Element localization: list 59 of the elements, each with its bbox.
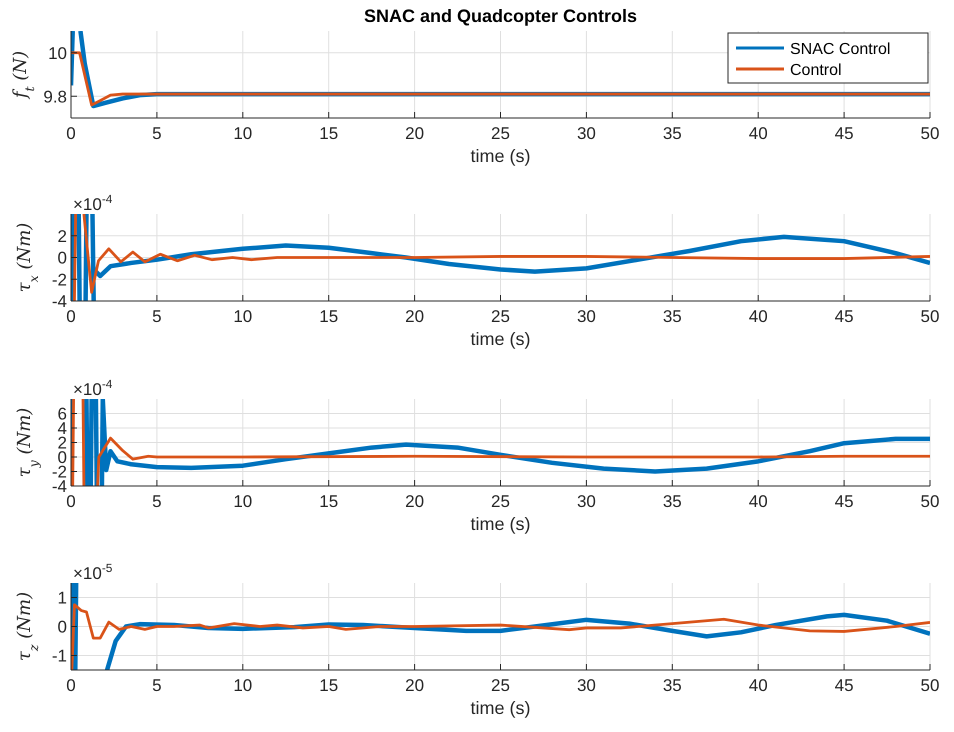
x-tick-label: 25	[491, 307, 510, 326]
x-tick-label: 35	[662, 492, 682, 511]
x-tick-label: 20	[405, 307, 424, 326]
x-axis-title: time (s)	[470, 329, 530, 349]
x-tick-label: 45	[834, 307, 854, 326]
x-tick-label: 40	[748, 124, 768, 143]
x-tick-label: 35	[662, 676, 682, 695]
x-tick-label: 25	[491, 492, 510, 511]
annotation: ×10$^{-4}$	[73, 192, 113, 214]
x-tick-label: 15	[319, 307, 338, 326]
y-tick-label: -4	[52, 292, 67, 311]
x-axis-title: time (s)	[470, 514, 530, 534]
x-tick-label: 20	[405, 124, 424, 143]
x-tick-label: 20	[405, 492, 424, 511]
x-tick-label: 50	[920, 492, 940, 511]
x-tick-label: 40	[748, 492, 768, 511]
x-tick-label: 10	[233, 676, 252, 695]
x-tick-label: 15	[319, 124, 338, 143]
x-tick-label: 50	[920, 124, 940, 143]
x-tick-label: 40	[748, 307, 768, 326]
x-tick-label: 45	[834, 124, 854, 143]
x-tick-label: 10	[233, 307, 252, 326]
x-tick-label: 30	[576, 676, 596, 695]
x-tick-label: 35	[662, 124, 682, 143]
x-tick-label: 45	[834, 492, 854, 511]
x-tick-label: 15	[319, 492, 338, 511]
x-tick-label: 5	[152, 676, 162, 695]
x-tick-label: 50	[920, 676, 940, 695]
chart-title: SNAC and Quadcopter Controls	[364, 6, 638, 26]
x-axis-title: time (s)	[470, 698, 530, 718]
x-tick-label: 30	[576, 492, 596, 511]
y-tick-label: 0	[58, 618, 67, 636]
x-tick-label: 30	[576, 124, 596, 143]
x-tick-label: 15	[319, 676, 338, 695]
y-tick-label: -2	[52, 270, 67, 290]
x-tick-label: 5	[152, 307, 162, 326]
x-tick-label: 30	[576, 307, 596, 326]
y-tick-label: 9.8	[43, 87, 67, 106]
x-tick-label: 10	[233, 492, 252, 511]
annotation: ×10$^{-4}$	[73, 377, 113, 399]
legend-label: Control	[790, 62, 842, 79]
x-tick-label: 45	[834, 676, 854, 695]
x-tick-label: 25	[491, 676, 510, 695]
x-tick-label: 10	[233, 124, 252, 143]
y-tick-label: 2	[58, 226, 67, 246]
y-tick-label: 0	[58, 248, 67, 268]
annotation: ×10$^{-5}$	[73, 561, 113, 583]
x-tick-label: 20	[405, 676, 424, 695]
x-tick-label: 5	[152, 492, 162, 511]
y-tick-label: 10	[48, 44, 67, 63]
legend-label: SNAC Control	[790, 41, 890, 58]
x-tick-label: 35	[662, 307, 682, 326]
x-tick-label: 50	[920, 307, 940, 326]
x-tick-label: 40	[748, 676, 768, 695]
y-tick-label: -1	[52, 646, 67, 666]
y-tick-label: 1	[58, 588, 67, 608]
x-axis-title: time (s)	[470, 146, 530, 166]
x-tick-label: 25	[491, 124, 510, 143]
x-tick-label: 5	[152, 124, 162, 143]
